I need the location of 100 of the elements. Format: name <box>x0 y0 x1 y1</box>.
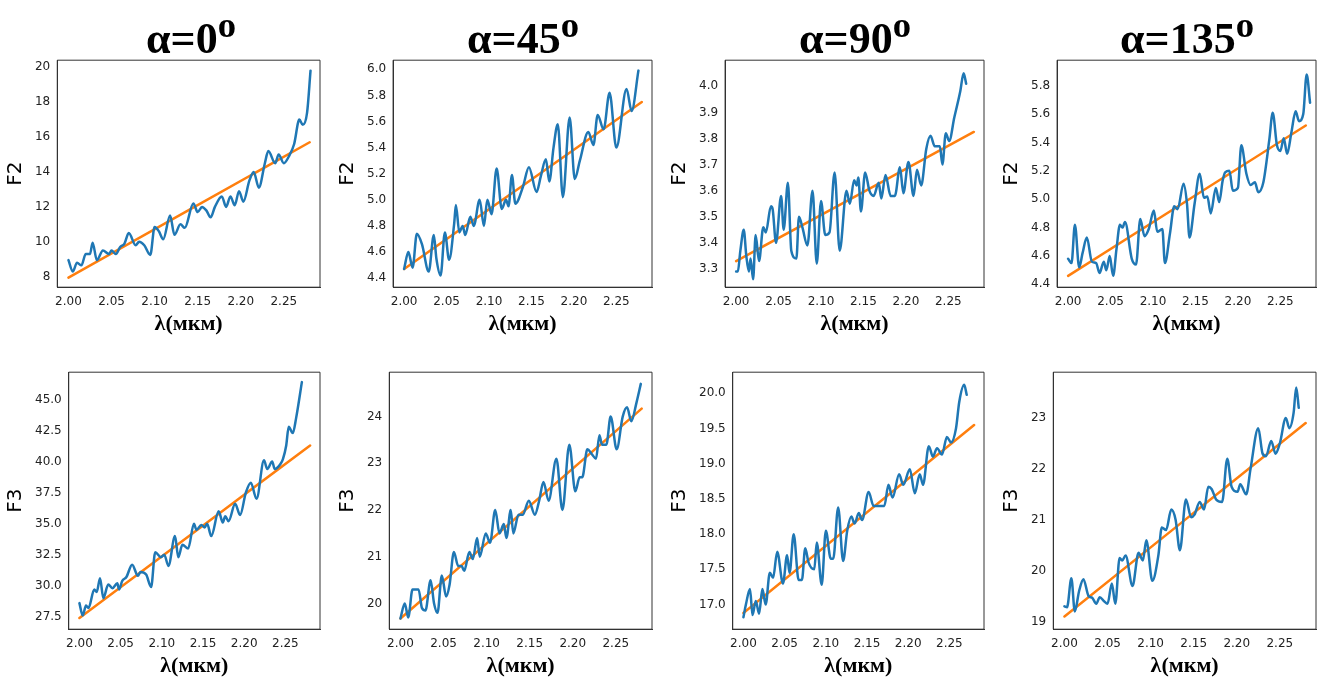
y-axis-title: F2 <box>2 161 27 186</box>
x-tick-label: 2.15 <box>853 635 881 650</box>
y-tick-label: 22 <box>1030 461 1047 476</box>
x-tick-label: 2.00 <box>55 293 82 308</box>
line-series <box>402 69 640 277</box>
y-tick-label: 5.6 <box>366 113 387 128</box>
y-tick-label: 3.3 <box>698 261 719 276</box>
y-tick-label: 20.0 <box>699 385 726 400</box>
x-tick-label: 2.15 <box>189 635 217 650</box>
line-series <box>734 72 968 281</box>
x-tick-label: 2.05 <box>1094 635 1121 650</box>
y-tick-label: 8 <box>42 268 51 283</box>
y-tick-label: 5.2 <box>366 165 387 180</box>
x-tick-label: 2.20 <box>227 293 255 308</box>
x-tick-label: 2.00 <box>66 635 93 650</box>
y-axis-title: F2 <box>666 161 691 186</box>
y-tick-label: 45.0 <box>35 391 62 406</box>
y-tick-label: 5.8 <box>366 87 387 102</box>
y-tick-label: 3.4 <box>698 234 719 249</box>
y-tick-label: 4.0 <box>698 78 719 93</box>
x-tick-label: 2.25 <box>272 635 299 650</box>
x-tick-label: 2.10 <box>148 635 176 650</box>
y-axis-title: F3 <box>998 488 1023 513</box>
x-tick-label: 2.25 <box>1266 293 1294 308</box>
chart-title: α=90$^{o}$ <box>798 3 912 63</box>
y-tick-label: 23 <box>1030 410 1047 425</box>
y-tick-label: 23 <box>366 455 383 470</box>
y-tick-label: 20 <box>34 59 51 74</box>
y-tick-label: 14 <box>34 164 51 179</box>
y-tick-label: 21 <box>1030 511 1047 526</box>
x-tick-label: 2.10 <box>807 293 835 308</box>
x-axis-title: λ(мкм) <box>1152 310 1221 336</box>
y-tick-label: 18.5 <box>699 491 726 506</box>
y-tick-label: 19.5 <box>699 420 726 435</box>
x-tick-label: 2.00 <box>1051 635 1078 650</box>
x-tick-label: 2.10 <box>1139 293 1167 308</box>
x-tick-label: 2.25 <box>934 293 962 308</box>
y-tick-label: 40.0 <box>35 453 62 468</box>
y-tick-label: 3.5 <box>698 208 719 223</box>
y-tick-label: 4.4 <box>366 270 387 285</box>
y-tick-label: 20 <box>1030 562 1047 577</box>
y-tick-label: 3.6 <box>698 182 719 197</box>
y-tick-label: 27.5 <box>35 608 62 623</box>
x-tick-label: 2.05 <box>98 293 125 308</box>
y-tick-label: 19 <box>1030 613 1047 628</box>
y-axis-title: F3 <box>2 488 27 513</box>
x-tick-label: 2.05 <box>107 635 134 650</box>
x-axis-title: λ(мкм) <box>154 310 223 336</box>
x-axis-title: λ(мкм) <box>1150 652 1219 678</box>
y-tick-label: 3.9 <box>698 104 719 119</box>
x-tick-label: 2.00 <box>722 293 750 308</box>
x-tick-label: 2.15 <box>518 293 545 308</box>
x-tick-label: 2.20 <box>892 293 920 308</box>
line-series <box>1063 386 1301 613</box>
y-tick-label: 12 <box>34 199 51 213</box>
x-tick-label: 2.10 <box>473 635 500 650</box>
chart-title: α=135$^{o}$ <box>1119 3 1255 63</box>
y-tick-label: 4.6 <box>366 244 387 259</box>
y-tick-label: 20 <box>366 595 383 610</box>
x-tick-label: 2.10 <box>141 293 168 308</box>
y-axis-title: F3 <box>334 488 359 513</box>
y-axis-title: F2 <box>998 161 1023 186</box>
chart-title: α=45$^{o}$ <box>466 3 580 63</box>
x-tick-label: 2.25 <box>602 293 630 308</box>
y-tick-label: 5.4 <box>366 139 387 154</box>
x-tick-label: 2.25 <box>602 635 630 650</box>
x-tick-label: 2.25 <box>270 293 298 308</box>
x-tick-label: 2.00 <box>390 293 418 308</box>
y-tick-label: 24 <box>366 408 383 423</box>
y-tick-label: 10 <box>34 233 51 248</box>
x-tick-label: 2.20 <box>560 293 588 308</box>
y-tick-label: 17.5 <box>699 561 726 576</box>
x-tick-label: 2.05 <box>771 635 798 650</box>
x-axis-title: λ(мкм) <box>160 652 229 678</box>
y-axis-title: F2 <box>334 161 359 186</box>
x-axis-title: λ(мкм) <box>486 652 555 678</box>
y-tick-label: 35.0 <box>35 515 62 530</box>
x-tick-label: 2.15 <box>1180 635 1208 650</box>
y-tick-label: 4.8 <box>1030 219 1051 234</box>
x-tick-label: 2.20 <box>559 635 587 650</box>
y-tick-label: 17.0 <box>699 596 726 611</box>
line-series <box>1066 73 1312 278</box>
x-tick-label: 2.20 <box>1223 635 1251 650</box>
x-tick-label: 2.00 <box>1054 293 1082 308</box>
x-tick-label: 2.15 <box>850 293 877 308</box>
y-tick-label: 5.2 <box>1030 162 1051 177</box>
y-tick-label: 3.7 <box>698 156 719 171</box>
y-tick-label: 32.5 <box>35 546 62 561</box>
x-tick-label: 2.25 <box>1266 635 1294 650</box>
x-axis-title: λ(мкм) <box>488 310 557 336</box>
x-tick-label: 2.15 <box>184 293 212 308</box>
y-axis-title: F3 <box>666 488 691 513</box>
y-tick-label: 16 <box>34 129 51 144</box>
y-tick-label: 4.4 <box>1030 276 1051 291</box>
y-tick-label: 37.5 <box>35 484 62 499</box>
x-tick-label: 2.00 <box>730 635 757 650</box>
y-tick-label: 18 <box>34 94 51 109</box>
x-tick-label: 2.15 <box>516 635 544 650</box>
y-tick-label: 22 <box>366 502 383 517</box>
y-tick-label: 3.8 <box>698 130 719 145</box>
